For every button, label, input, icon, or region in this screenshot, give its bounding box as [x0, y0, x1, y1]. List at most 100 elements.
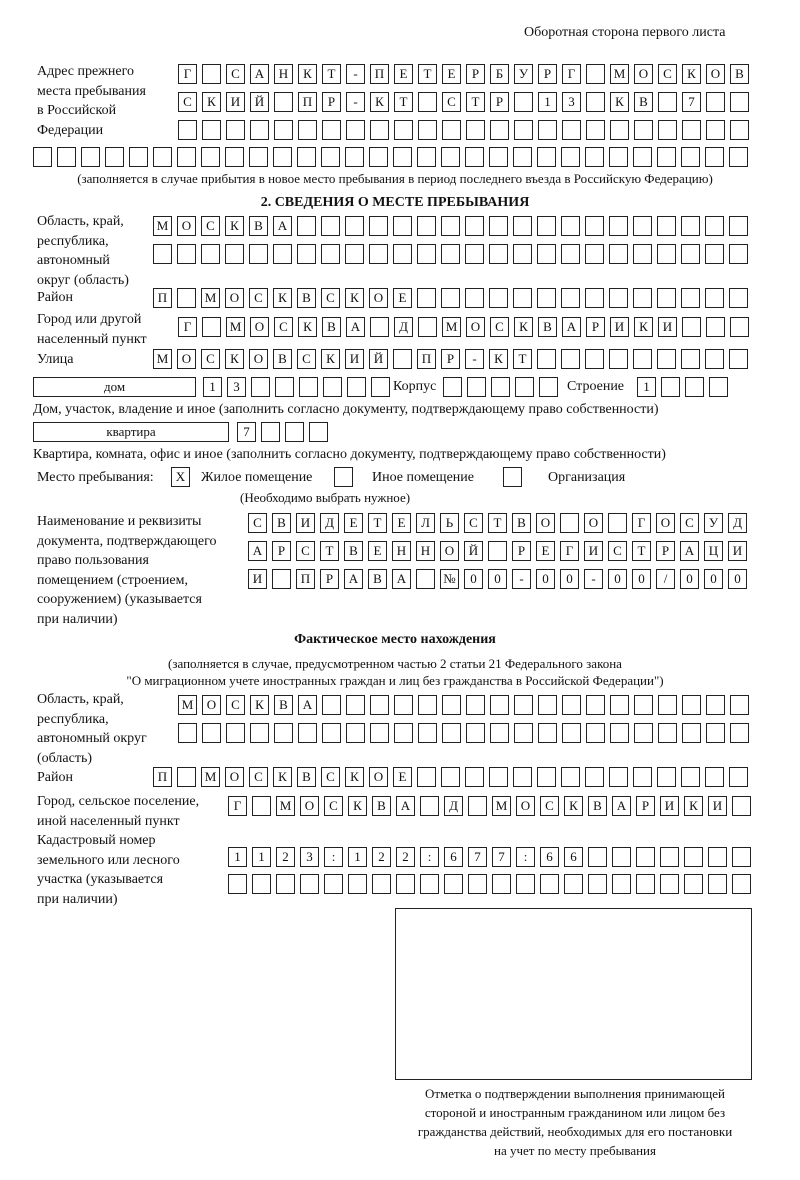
char-cell[interactable]	[608, 513, 627, 533]
char-cell[interactable]	[252, 796, 271, 816]
char-cell[interactable]	[729, 349, 748, 369]
char-cell[interactable]: К	[298, 64, 317, 84]
char-cell[interactable]: А	[248, 541, 267, 561]
char-cell[interactable]: О	[440, 541, 459, 561]
char-cell[interactable]: №	[440, 569, 459, 589]
char-cell[interactable]: И	[584, 541, 603, 561]
char-cell[interactable]: 3	[562, 92, 581, 112]
char-cell[interactable]: И	[248, 569, 267, 589]
char-cell[interactable]	[285, 422, 304, 442]
char-cell[interactable]: М	[226, 317, 245, 337]
char-cell[interactable]	[681, 216, 700, 236]
char-cell[interactable]	[513, 216, 532, 236]
char-cell[interactable]: Р	[322, 92, 341, 112]
char-cell[interactable]	[729, 244, 748, 264]
char-cell[interactable]	[658, 695, 677, 715]
char-cell[interactable]	[586, 64, 605, 84]
char-cell[interactable]	[321, 216, 340, 236]
char-cell[interactable]	[441, 216, 460, 236]
char-cell[interactable]	[225, 147, 244, 167]
char-cell[interactable]	[465, 147, 484, 167]
char-cell[interactable]	[417, 147, 436, 167]
char-cell[interactable]	[708, 847, 727, 867]
char-cell[interactable]	[297, 216, 316, 236]
char-cell[interactable]	[657, 147, 676, 167]
char-cell[interactable]	[612, 847, 631, 867]
char-cell[interactable]	[706, 120, 725, 140]
char-cell[interactable]	[610, 120, 629, 140]
char-cell[interactable]: И	[658, 317, 677, 337]
char-cell[interactable]: В	[730, 64, 749, 84]
char-cell[interactable]	[634, 723, 653, 743]
char-cell[interactable]	[513, 244, 532, 264]
char-cell[interactable]: К	[225, 216, 244, 236]
char-cell[interactable]: С	[201, 216, 220, 236]
char-cell[interactable]	[516, 874, 535, 894]
char-cell[interactable]	[562, 723, 581, 743]
char-cell[interactable]	[705, 349, 724, 369]
char-cell[interactable]	[730, 723, 749, 743]
char-cell[interactable]	[489, 216, 508, 236]
char-cell[interactable]: Т	[513, 349, 532, 369]
char-cell[interactable]: К	[514, 317, 533, 337]
char-cell[interactable]: П	[153, 767, 172, 787]
char-cell[interactable]	[57, 147, 76, 167]
char-cell[interactable]: Ь	[440, 513, 459, 533]
char-cell[interactable]: 0	[728, 569, 747, 589]
char-cell[interactable]	[514, 723, 533, 743]
char-cell[interactable]	[609, 244, 628, 264]
char-cell[interactable]: М	[276, 796, 295, 816]
char-cell[interactable]: П	[370, 64, 389, 84]
char-cell[interactable]: Г	[632, 513, 651, 533]
char-cell[interactable]	[441, 147, 460, 167]
char-cell[interactable]: С	[324, 796, 343, 816]
char-cell[interactable]: С	[226, 695, 245, 715]
char-cell[interactable]	[586, 120, 605, 140]
char-cell[interactable]: В	[272, 513, 291, 533]
char-cell[interactable]: И	[708, 796, 727, 816]
char-cell[interactable]	[489, 767, 508, 787]
char-cell[interactable]	[273, 147, 292, 167]
char-cell[interactable]	[369, 244, 388, 264]
char-cell[interactable]: Р	[320, 569, 339, 589]
char-cell[interactable]: В	[297, 767, 316, 787]
char-cell[interactable]: О	[516, 796, 535, 816]
char-cell[interactable]	[467, 377, 486, 397]
char-cell[interactable]	[323, 377, 342, 397]
char-cell[interactable]	[657, 288, 676, 308]
char-cell[interactable]: К	[610, 92, 629, 112]
char-cell[interactable]	[561, 349, 580, 369]
char-cell[interactable]: Д	[728, 513, 747, 533]
char-cell[interactable]	[346, 695, 365, 715]
char-cell[interactable]: С	[658, 64, 677, 84]
house-type-field[interactable]: дом	[33, 377, 196, 397]
char-cell[interactable]: В	[368, 569, 387, 589]
char-cell[interactable]	[540, 874, 559, 894]
char-cell[interactable]	[609, 147, 628, 167]
char-cell[interactable]: Р	[538, 64, 557, 84]
char-cell[interactable]	[321, 244, 340, 264]
char-cell[interactable]	[348, 874, 367, 894]
char-cell[interactable]	[633, 349, 652, 369]
char-cell[interactable]	[658, 92, 677, 112]
char-cell[interactable]	[297, 244, 316, 264]
char-cell[interactable]: 0	[608, 569, 627, 589]
char-cell[interactable]	[705, 288, 724, 308]
char-cell[interactable]: 0	[560, 569, 579, 589]
char-cell[interactable]: С	[249, 767, 268, 787]
char-cell[interactable]: К	[273, 288, 292, 308]
char-cell[interactable]	[729, 216, 748, 236]
char-cell[interactable]: Е	[442, 64, 461, 84]
option-residential-checkbox[interactable]: X	[171, 467, 190, 487]
char-cell[interactable]: Р	[636, 796, 655, 816]
char-cell[interactable]	[441, 767, 460, 787]
char-cell[interactable]: :	[516, 847, 535, 867]
char-cell[interactable]	[345, 147, 364, 167]
char-cell[interactable]: А	[612, 796, 631, 816]
char-cell[interactable]: :	[324, 847, 343, 867]
char-cell[interactable]: 1	[348, 847, 367, 867]
char-cell[interactable]	[561, 216, 580, 236]
char-cell[interactable]	[489, 244, 508, 264]
char-cell[interactable]: Е	[344, 513, 363, 533]
char-cell[interactable]: Т	[418, 64, 437, 84]
